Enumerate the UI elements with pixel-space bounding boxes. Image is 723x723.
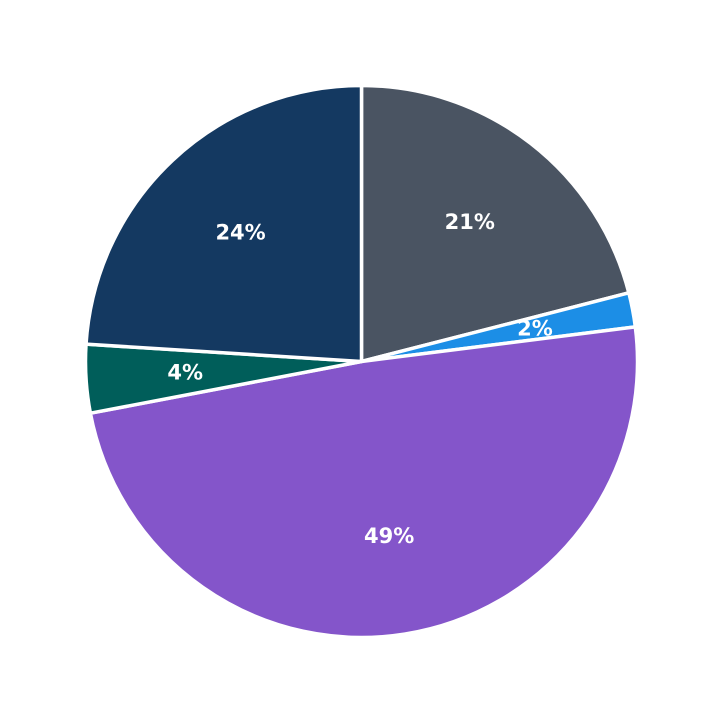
- slice-label-2pct: 2%: [517, 316, 553, 340]
- slice-label-49pct: 49%: [364, 524, 414, 548]
- slice-label-4pct: 4%: [167, 361, 203, 385]
- slice-label-21pct: 21%: [445, 210, 495, 234]
- pie-slice-21pct: [359, 83, 631, 364]
- pie-slices: [83, 83, 640, 640]
- pie-slice-24pct: [84, 83, 364, 364]
- pie-labels: 21% 2% 49% 4% 24%: [167, 210, 552, 548]
- pie-slice-49pct: [88, 325, 640, 640]
- slice-label-24pct: 24%: [215, 221, 265, 245]
